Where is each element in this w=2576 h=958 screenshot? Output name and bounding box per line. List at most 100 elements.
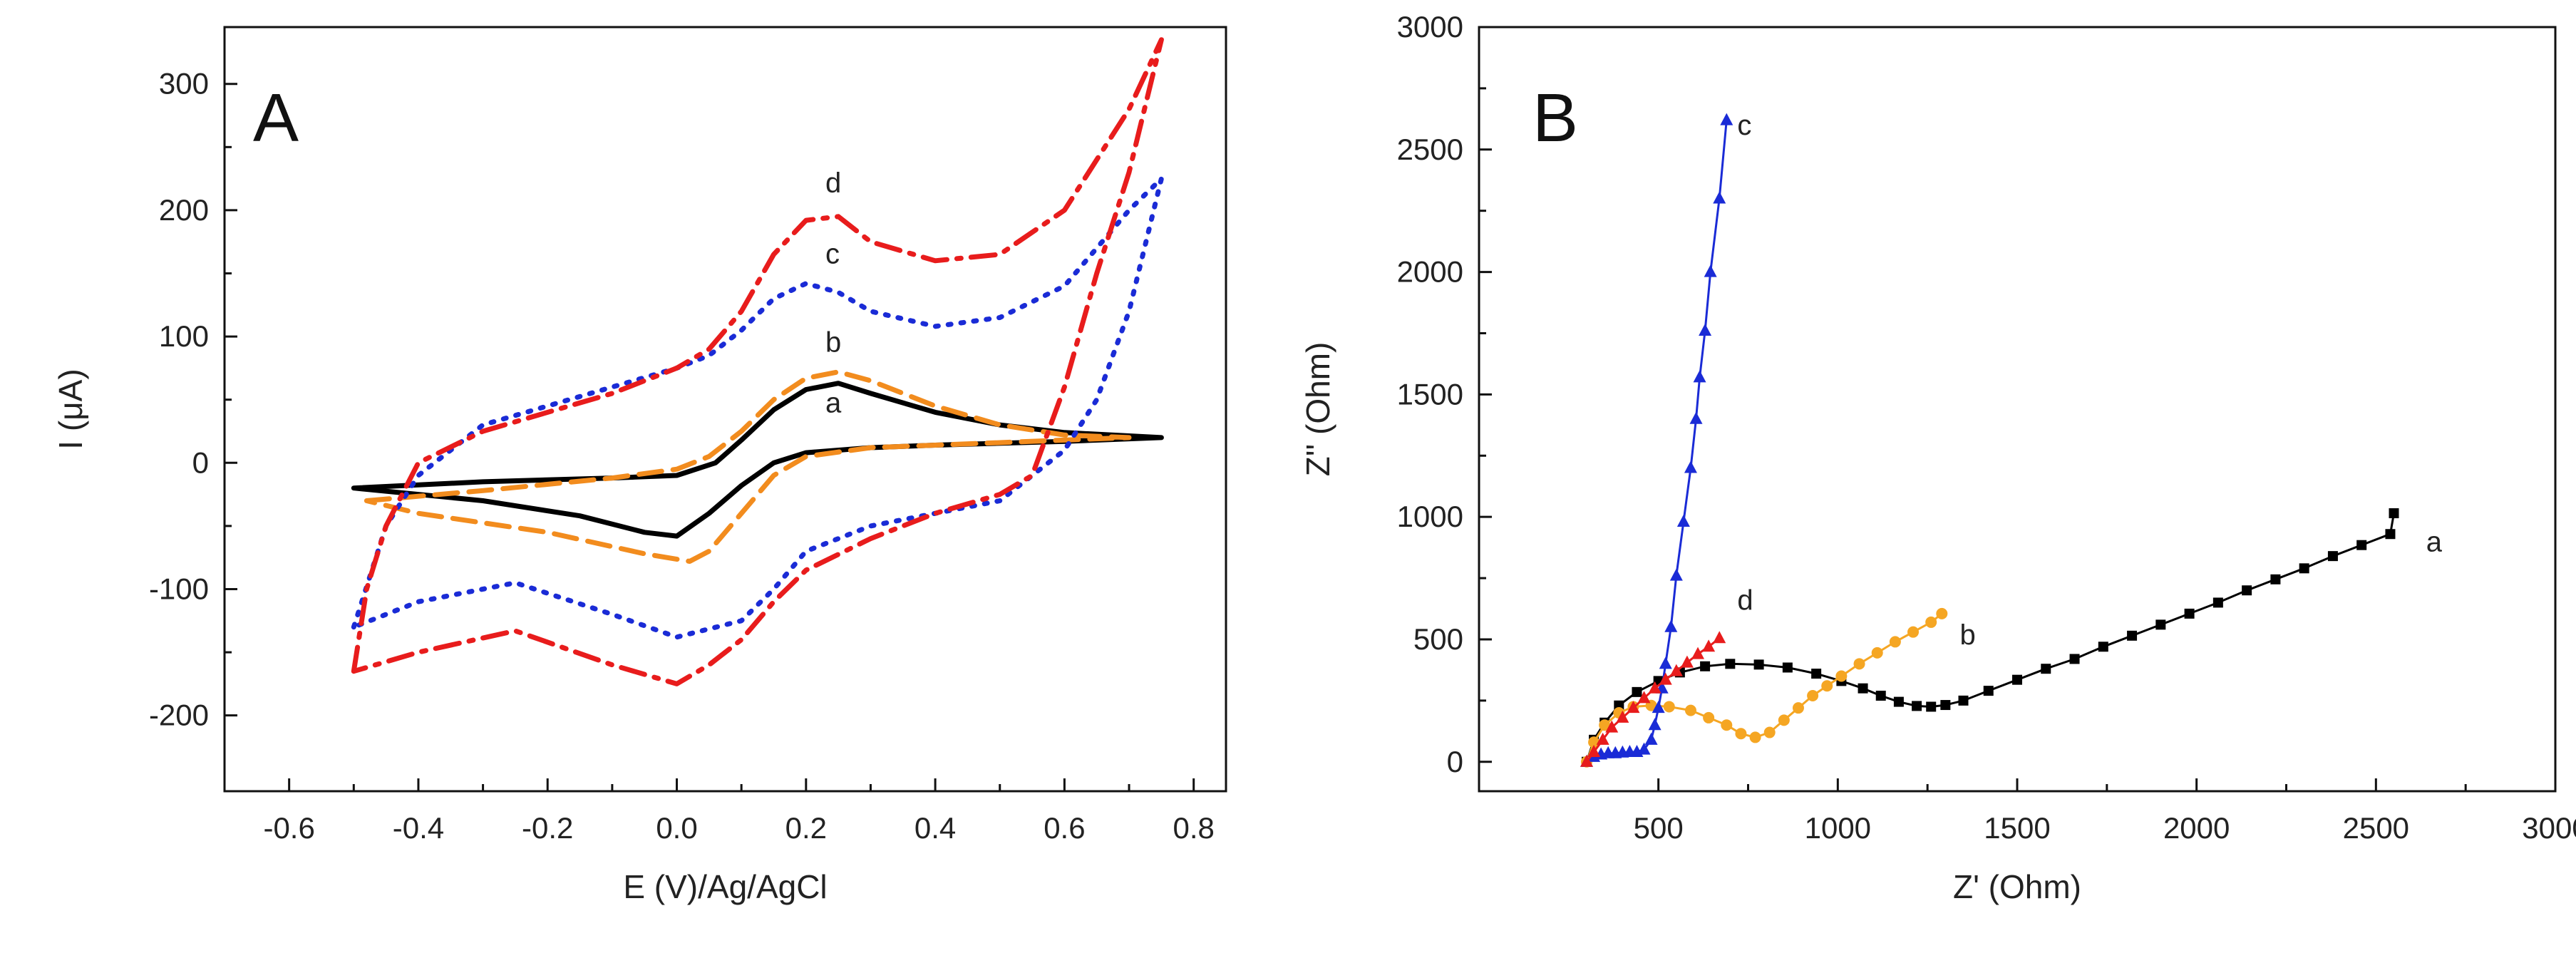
data-point-b — [1936, 607, 1948, 619]
y-tick-label: 1000 — [1397, 500, 1463, 533]
data-point-c — [1648, 718, 1661, 731]
x-tick-label: -0.4 — [393, 811, 444, 845]
panel-a-x-ticks: -0.6 -0.4 -0.2 0.0 0.2 0.4 0.6 0.8 — [263, 778, 1215, 845]
series-line-d — [351, 37, 1164, 686]
data-point-b — [1925, 616, 1937, 628]
data-point-c — [1676, 515, 1690, 527]
data-point-b — [1588, 736, 1600, 748]
data-point-b — [1871, 647, 1883, 659]
data-point-d — [1580, 754, 1593, 767]
panel-b-letter: B — [1532, 80, 1578, 156]
data-point-c — [1644, 732, 1658, 745]
panel-a-y-ticks: -200 -100 0 100 200 300 — [149, 67, 237, 732]
y-tick-label: -100 — [149, 572, 209, 605]
curve-label-a: a — [825, 387, 842, 418]
curve-label-d: d — [1737, 585, 1753, 617]
data-point-d — [1669, 664, 1683, 676]
data-point-d — [1596, 732, 1609, 745]
y-tick-label: 0 — [192, 445, 209, 479]
data-point-a — [1725, 659, 1736, 669]
data-point-a — [2069, 654, 2080, 664]
data-point-d — [1691, 647, 1705, 659]
data-point-b — [1889, 636, 1901, 648]
data-point-a — [1632, 686, 1642, 697]
data-point-d — [1605, 720, 1619, 733]
data-point-a — [1912, 701, 1922, 711]
data-point-b — [1749, 731, 1761, 743]
y-tick-label: 1500 — [1397, 377, 1463, 411]
data-point-c — [1704, 264, 1717, 277]
data-point-b — [1835, 670, 1848, 682]
curve-label-b: b — [825, 326, 841, 358]
panel-b-y-ticks: 0 500 1000 1500 2000 2500 3000 — [1397, 10, 1492, 778]
data-point-b — [1599, 719, 1611, 731]
data-point-b — [1792, 702, 1804, 714]
data-point-b — [1807, 690, 1819, 701]
data-point-a — [2098, 642, 2108, 652]
x-tick-label: 0.8 — [1173, 811, 1214, 845]
panel-a-cv-chart: ab c d -200 -100 0 100 200 300 -0.6 -0.4 -0.2 0.0 0… — [52, 26, 1227, 905]
x-tick-label: -0.2 — [522, 811, 573, 845]
panel-b-y-axis-title: Z'' (Ohm) — [1299, 342, 1336, 477]
data-point-b — [1703, 711, 1715, 723]
data-point-b — [1778, 714, 1790, 726]
data-point-a — [2242, 585, 2252, 596]
data-point-a — [2127, 630, 2138, 641]
data-point-d — [1616, 710, 1629, 723]
y-tick-label: 300 — [159, 67, 209, 101]
data-point-a — [1983, 686, 1994, 696]
data-point-c — [1664, 619, 1678, 632]
data-point-a — [2184, 608, 2195, 619]
x-tick-label: 2000 — [2163, 811, 2230, 845]
data-point-c — [1652, 701, 1665, 714]
data-point-d — [1637, 691, 1651, 704]
data-point-a — [1811, 669, 1822, 679]
curve-label-c: c — [1737, 110, 1751, 141]
panel-a-letter: A — [253, 80, 299, 156]
data-point-a — [2385, 529, 2396, 540]
data-point-d — [1680, 655, 1694, 668]
x-tick-label: 0.0 — [656, 811, 697, 845]
y-tick-label: 0 — [1447, 745, 1463, 778]
x-tick-label: 3000 — [2522, 811, 2576, 845]
curve-label-b: b — [1959, 619, 1975, 651]
panel-a-x-axis-title: E (V)/Ag/AgCl — [623, 868, 827, 905]
data-point-b — [1853, 658, 1865, 670]
panel-b-series-group: a b c d — [1580, 110, 2443, 768]
panel-b-frame — [1478, 26, 2557, 793]
data-point-b — [1907, 626, 1920, 638]
data-point-a — [2356, 540, 2367, 550]
data-point-c — [1693, 370, 1706, 383]
x-tick-label: -0.6 — [263, 811, 314, 845]
data-point-c — [1684, 460, 1697, 473]
series-line-b — [364, 369, 1132, 564]
data-point-b — [1821, 680, 1833, 692]
data-point-c — [1689, 411, 1703, 424]
panel-b-x-axis-title: Z' (Ohm) — [1953, 868, 2081, 905]
y-tick-label: 2000 — [1397, 255, 1463, 289]
y-tick-label: 200 — [159, 193, 209, 227]
data-point-d — [1713, 631, 1726, 644]
data-point-a — [2299, 563, 2309, 574]
data-point-b — [1663, 701, 1675, 713]
data-point-a — [2012, 674, 2022, 685]
data-point-b — [1735, 728, 1747, 740]
data-point-c — [1720, 113, 1733, 125]
y-tick-label: 3000 — [1397, 10, 1463, 43]
data-point-a — [2212, 597, 2223, 608]
data-point-a — [1875, 691, 1886, 701]
x-tick-label: 0.4 — [915, 811, 956, 845]
data-point-c — [1637, 742, 1651, 755]
data-point-b — [1721, 719, 1733, 731]
series-line-a — [1585, 512, 2395, 763]
data-point-d — [1648, 681, 1661, 694]
panel-a-y-axis-title: I (μA) — [52, 369, 89, 449]
data-point-a — [1893, 696, 1904, 707]
data-point-d — [1702, 639, 1716, 652]
data-point-d — [1659, 672, 1672, 685]
data-point-a — [2041, 664, 2051, 674]
data-point-c — [1713, 191, 1726, 204]
y-tick-label: 500 — [1413, 622, 1463, 656]
panel-a-frame — [223, 26, 1227, 793]
